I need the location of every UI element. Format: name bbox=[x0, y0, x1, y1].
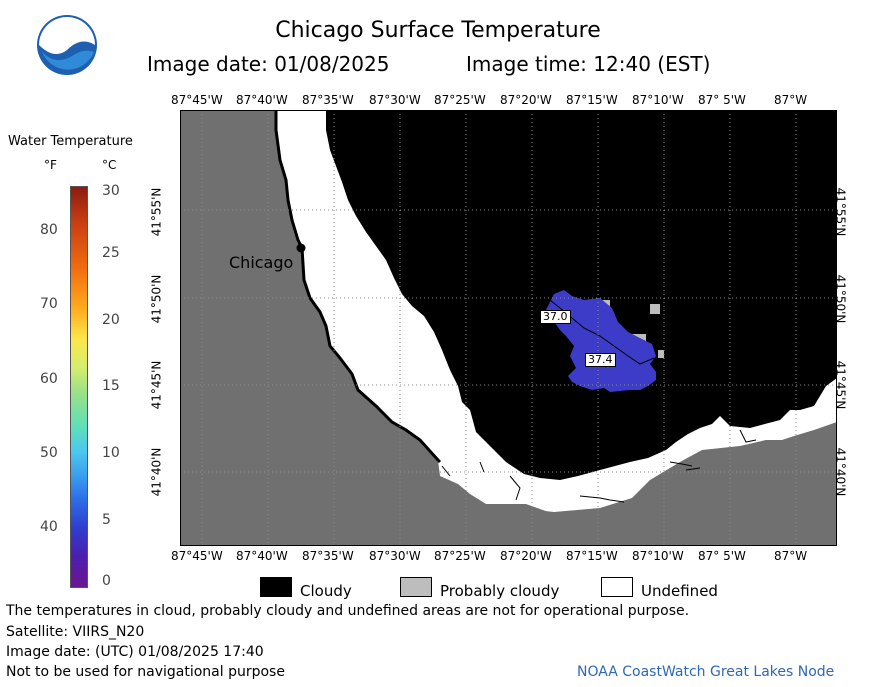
noaa-logo-text: NOAA bbox=[54, 27, 81, 37]
legend-unit-f: °F bbox=[44, 158, 57, 172]
c-tick: 25 bbox=[102, 245, 120, 261]
coastline bbox=[274, 110, 442, 464]
coastal-undefined-strip bbox=[276, 110, 530, 502]
key-swatch-cloudy bbox=[260, 577, 292, 597]
lon-label-bottom: 87°30'W bbox=[369, 549, 421, 563]
probably-cloudy-patch bbox=[650, 304, 660, 314]
lon-label-top: 87°45'W bbox=[171, 93, 223, 107]
c-tick: 10 bbox=[102, 445, 120, 461]
f-tick: 80 bbox=[40, 222, 58, 238]
chicago-marker bbox=[296, 243, 306, 253]
land-west bbox=[180, 110, 837, 546]
graticule bbox=[180, 110, 837, 546]
noaa-logo: NOAA bbox=[36, 14, 98, 76]
lon-label-top: 87°10'W bbox=[632, 93, 684, 107]
city-label-chicago: Chicago bbox=[229, 253, 294, 272]
key-label-undefined: Undefined bbox=[641, 582, 718, 600]
key-swatch-probably-cloudy bbox=[400, 577, 432, 597]
lon-label-top: 87°25'W bbox=[434, 93, 486, 107]
water-temperature-patch bbox=[546, 290, 656, 392]
lon-label-top: 87°20'W bbox=[500, 93, 552, 107]
lon-label-top: 87°40'W bbox=[236, 93, 288, 107]
lon-label-bottom: 87°40'W bbox=[236, 549, 288, 563]
lon-label-bottom: 87°10'W bbox=[632, 549, 684, 563]
lon-label-bottom: 87°35'W bbox=[302, 549, 354, 563]
lat-label-left: 41°55'N bbox=[149, 187, 164, 237]
f-tick: 40 bbox=[40, 519, 58, 535]
lon-label-top: 87° 5'W bbox=[698, 93, 746, 107]
image-time: Image time: 12:40 (EST) bbox=[466, 52, 711, 76]
page-title: Chicago Surface Temperature bbox=[275, 18, 601, 43]
nav-warning-text: Not to be used for navigational purpose bbox=[6, 664, 285, 680]
point-value-label: 37.0 bbox=[540, 310, 571, 324]
temperature-colorbar bbox=[70, 186, 88, 588]
f-tick: 50 bbox=[40, 445, 58, 461]
f-tick: 60 bbox=[40, 371, 58, 387]
lon-label-top: 87°15'W bbox=[566, 93, 618, 107]
utc-date-text: Image date: (UTC) 01/08/2025 17:40 bbox=[6, 644, 264, 660]
f-tick: 70 bbox=[40, 296, 58, 312]
lon-label-top: 87°W bbox=[774, 93, 808, 107]
c-tick: 5 bbox=[102, 512, 111, 528]
credit-text: NOAA CoastWatch Great Lakes Node bbox=[577, 664, 835, 680]
c-tick: 30 bbox=[102, 183, 120, 199]
lon-label-bottom: 87°W bbox=[774, 549, 808, 563]
key-label-probably-cloudy: Probably cloudy bbox=[440, 582, 560, 600]
lon-label-bottom: 87°25'W bbox=[434, 549, 486, 563]
c-tick: 0 bbox=[102, 573, 111, 589]
lat-label-left: 41°40'N bbox=[149, 447, 164, 497]
c-tick: 20 bbox=[102, 312, 120, 328]
lon-label-top: 87°35'W bbox=[302, 93, 354, 107]
map-panel bbox=[180, 110, 837, 546]
lon-label-bottom: 87°15'W bbox=[566, 549, 618, 563]
point-value-label: 37.4 bbox=[585, 353, 616, 367]
lon-label-bottom: 87°20'W bbox=[500, 549, 552, 563]
legend-unit-c: °C bbox=[102, 158, 117, 172]
cloudy-area bbox=[326, 110, 837, 480]
image-date: Image date: 01/08/2025 bbox=[147, 52, 390, 76]
disclaimer-text: The temperatures in cloud, probably clou… bbox=[6, 603, 690, 619]
lat-label-left: 41°45'N bbox=[149, 360, 164, 410]
lat-label-left: 41°50'N bbox=[149, 274, 164, 324]
contour-squiggle bbox=[441, 429, 757, 503]
key-swatch-undefined bbox=[601, 577, 633, 597]
probably-cloudy-patch bbox=[658, 350, 664, 358]
c-tick: 15 bbox=[102, 378, 120, 394]
lon-label-bottom: 87° 5'W bbox=[698, 549, 746, 563]
lon-label-bottom: 87°45'W bbox=[171, 549, 223, 563]
legend-title: Water Temperature bbox=[8, 134, 133, 149]
key-label-cloudy: Cloudy bbox=[300, 582, 352, 600]
lon-label-top: 87°30'W bbox=[369, 93, 421, 107]
satellite-text: Satellite: VIIRS_N20 bbox=[6, 624, 145, 640]
